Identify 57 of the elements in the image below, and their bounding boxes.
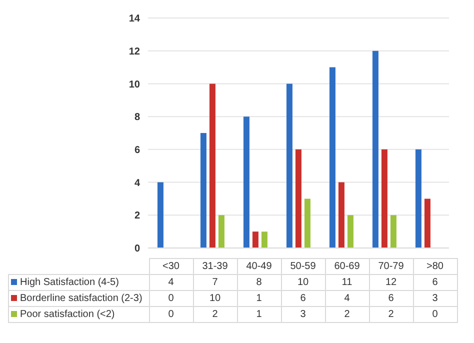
data-label: 10	[281, 274, 325, 290]
data-label: 1	[237, 290, 281, 306]
data-label: 3	[281, 306, 325, 322]
bar	[252, 232, 258, 248]
x-tick-label: 70-79	[369, 258, 413, 274]
x-tick-label: <30	[149, 258, 193, 274]
data-label: 6	[413, 274, 457, 290]
y-tick-label: 12	[128, 46, 140, 58]
data-label: 4	[149, 274, 193, 290]
bar	[415, 149, 422, 248]
data-label: 6	[281, 290, 325, 306]
bar	[157, 182, 164, 248]
data-label: 2	[369, 306, 413, 322]
data-label: 11	[325, 274, 369, 290]
bar	[218, 215, 224, 248]
bar	[424, 198, 430, 248]
y-tick-label: 8	[134, 112, 140, 124]
y-tick-label: 0	[134, 244, 140, 255]
data-label: 7	[193, 274, 237, 290]
bar	[390, 215, 396, 248]
legend-label: Borderline satisfaction (2-3)	[20, 293, 142, 304]
bar	[200, 133, 206, 248]
data-label: 1	[237, 306, 281, 322]
data-label: 12	[369, 274, 413, 290]
x-tick-label: 50-59	[281, 258, 325, 274]
data-label: 0	[149, 306, 193, 322]
y-tick-label: 6	[134, 144, 140, 156]
data-label: 0	[413, 306, 457, 322]
x-tick-label: >80	[413, 258, 457, 274]
bar	[286, 84, 292, 248]
y-tick-label: 10	[128, 79, 140, 90]
bar	[381, 149, 388, 248]
bar	[304, 198, 310, 248]
y-tick-label: 2	[134, 210, 140, 222]
bar	[347, 215, 354, 248]
x-tick-label: 31-39	[193, 258, 237, 274]
bar	[338, 182, 344, 248]
bar	[209, 84, 216, 248]
bar	[372, 50, 378, 248]
data-label: 2	[325, 306, 369, 322]
x-tick-label: 40-49	[237, 258, 281, 274]
legend-label: Poor satisfaction (<2)	[20, 309, 115, 320]
data-label: 0	[149, 290, 193, 306]
data-label: 3	[413, 290, 457, 306]
bar	[329, 67, 336, 248]
legend-label: High Satisfaction (4-5)	[20, 277, 119, 288]
data-label: 6	[369, 290, 413, 306]
x-tick-label: 60-69	[325, 258, 369, 274]
bar	[261, 232, 268, 248]
bar	[243, 116, 250, 248]
data-label: 4	[325, 290, 369, 306]
data-label: 10	[193, 290, 237, 306]
y-tick-label: 4	[134, 178, 140, 189]
data-label: 2	[193, 306, 237, 322]
bar	[295, 149, 302, 248]
y-tick-label: 14	[128, 14, 140, 25]
data-label: 8	[237, 274, 281, 290]
